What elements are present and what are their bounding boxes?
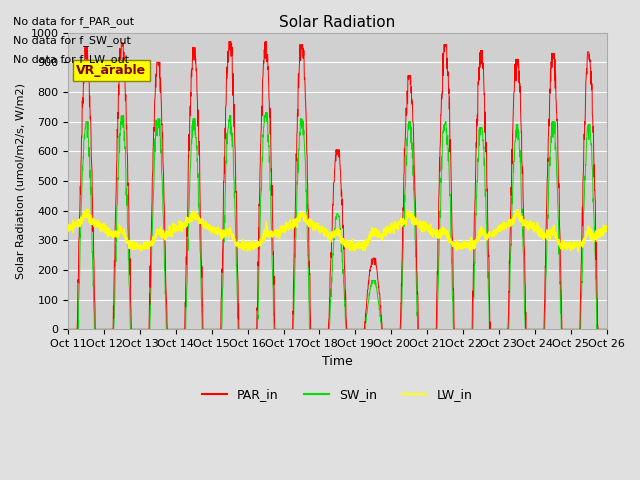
Text: No data for f_PAR_out: No data for f_PAR_out: [13, 16, 134, 27]
Text: No data for f_LW_out: No data for f_LW_out: [13, 54, 129, 65]
X-axis label: Time: Time: [322, 355, 353, 368]
Title: Solar Radiation: Solar Radiation: [279, 15, 396, 30]
Text: VR_arable: VR_arable: [76, 64, 147, 77]
Y-axis label: Solar Radiation (umol/m2/s, W/m2): Solar Radiation (umol/m2/s, W/m2): [15, 83, 25, 279]
Legend: PAR_in, SW_in, LW_in: PAR_in, SW_in, LW_in: [197, 383, 477, 406]
Text: No data for f_SW_out: No data for f_SW_out: [13, 35, 131, 46]
